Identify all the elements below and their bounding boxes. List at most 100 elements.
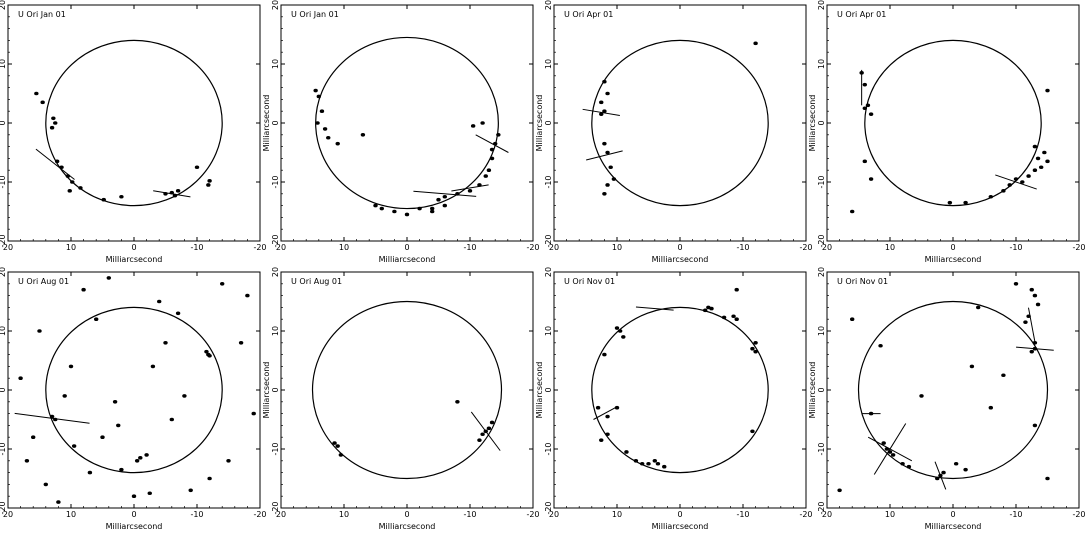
x-tick-label: 20 [549, 510, 559, 519]
panel-6: 20 10 0 -10 -20 -20 -10 0 10 20 Milliarcsecond Mill… [262, 267, 540, 531]
maser-spot [206, 183, 211, 187]
maser-spot [750, 429, 755, 434]
x-tick-label: 20 [822, 243, 832, 252]
maser-spot [1032, 144, 1038, 149]
maser-spot [605, 150, 610, 155]
maser-spot [316, 94, 321, 99]
maser-spot [138, 456, 143, 460]
maser-spot [442, 203, 447, 208]
y-tick-label: -10 [544, 442, 553, 455]
maser-spot [611, 177, 617, 181]
y-tick-label: -20 [817, 234, 826, 247]
maser-spot [953, 461, 959, 466]
maser-spot [617, 329, 623, 333]
maser-spot [486, 426, 492, 431]
panel-8: 20 10 0 -10 -20 -20 -10 0 10 20 Milliarcsecond Mill… [808, 267, 1086, 531]
maser-spot [988, 194, 993, 199]
maser-spot [31, 435, 36, 440]
maser-ring [591, 39, 769, 207]
maser-spot [182, 394, 187, 398]
maser-spot [315, 121, 320, 125]
maser-spot [489, 420, 495, 425]
x-tick-label: -20 [1072, 243, 1085, 252]
x-tick-label: -20 [1072, 510, 1085, 519]
y-tick-label: -20 [0, 501, 7, 514]
maser-spot [969, 364, 975, 369]
y-axis-label: Milliarcsecond [808, 95, 817, 152]
maser-spot [62, 394, 67, 398]
x-tick-label: 0 [950, 243, 955, 252]
maser-spot [605, 414, 610, 419]
maser-spot [442, 194, 447, 199]
maser-spot [106, 276, 112, 280]
maser-spot [71, 444, 77, 448]
polarization-vector [451, 184, 489, 192]
maser-spot [599, 438, 604, 442]
x-tick-label: 10 [66, 510, 76, 519]
maser-spot [116, 423, 121, 428]
maser-spot [646, 461, 651, 466]
y-tick-label: -10 [0, 442, 7, 455]
polarization-vector [582, 108, 620, 116]
maser-spot [881, 441, 886, 445]
x-tick-label: 10 [612, 243, 622, 252]
maser-spot [862, 159, 867, 164]
maser-spot [1045, 159, 1050, 164]
maser-spot [470, 124, 476, 128]
polarization-vector [934, 461, 947, 490]
maser-spot [175, 311, 181, 316]
maser-spot [379, 206, 384, 211]
maser-spot [1023, 320, 1028, 324]
maser-spot [1035, 302, 1041, 307]
maser-spot [430, 209, 435, 214]
maser-spot [734, 287, 739, 292]
maser-spot [70, 180, 75, 184]
maser-ring [591, 306, 769, 474]
maser-spot [862, 106, 867, 111]
maser-spot [67, 189, 72, 193]
maser-spot [605, 91, 610, 96]
maser-spot [621, 335, 626, 339]
maser-spot [602, 79, 607, 84]
maser-spot [335, 444, 340, 448]
maser-spot [906, 464, 912, 469]
y-axis-label: Milliarcsecond [262, 95, 271, 152]
maser-spot [477, 438, 482, 442]
maser-spot [1026, 174, 1031, 178]
maser-spot [602, 141, 607, 146]
maser-spot [1013, 282, 1019, 286]
maser-spot [119, 194, 124, 199]
x-tick-label: -20 [253, 243, 266, 252]
maser-spot [947, 200, 953, 205]
y-tick-label: 0 [0, 120, 7, 125]
maser-spot [207, 179, 212, 183]
polarization-vector [475, 134, 509, 153]
maser-spot [194, 165, 200, 170]
y-tick-label: 0 [544, 387, 553, 392]
maser-spot [144, 453, 149, 457]
y-tick-label: 20 [817, 0, 826, 10]
maser-spot [100, 435, 105, 440]
maser-spot [709, 306, 714, 311]
maser-spot [40, 100, 45, 105]
y-tick-label: 0 [271, 387, 280, 392]
maser-spot [890, 453, 896, 457]
maser-spot [868, 177, 874, 181]
maser-spot [220, 282, 225, 286]
maser-spot [750, 346, 755, 351]
maser-spot [430, 206, 435, 211]
x-tick-label: 10 [885, 510, 895, 519]
x-tick-label: 10 [339, 243, 349, 252]
maser-spot [131, 494, 137, 499]
maser-spot [963, 200, 968, 205]
maser-spot [37, 329, 42, 333]
maser-spot [94, 317, 99, 322]
maser-spot [204, 349, 209, 354]
y-tick-label: -20 [0, 234, 7, 247]
maser-spot [360, 133, 366, 137]
maser-spot [1032, 423, 1038, 428]
maser-spot [662, 464, 667, 469]
maser-spot [51, 116, 56, 121]
maser-spot [81, 287, 86, 292]
maser-spot [486, 168, 492, 172]
